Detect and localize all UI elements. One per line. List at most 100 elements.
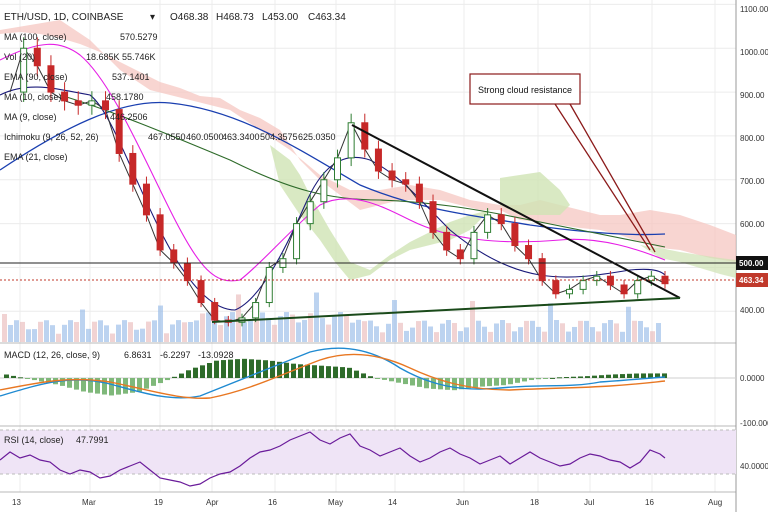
- macd-hist-bar: [627, 373, 632, 378]
- candle-body: [306, 201, 314, 225]
- tick-400: 400.00: [740, 306, 765, 315]
- candle-body: [565, 288, 573, 295]
- macd-hist-bar: [109, 378, 114, 396]
- macd-hist-bar: [39, 378, 44, 382]
- macd-hist-bar: [319, 365, 324, 378]
- macd-hist-bar: [277, 361, 282, 378]
- macd-hist-bar: [95, 378, 100, 394]
- volume-bar: [620, 331, 625, 342]
- candle-body: [156, 214, 164, 251]
- candle-body: [634, 280, 642, 295]
- macd-hist-bar: [172, 376, 177, 378]
- macd-hist-bar: [144, 378, 149, 389]
- descending-trendline: [351, 124, 681, 299]
- volume-bar: [200, 313, 205, 342]
- volume-bar: [206, 312, 211, 342]
- volume-bar: [260, 312, 265, 342]
- volume-bar: [62, 324, 67, 342]
- ma100-value: 570.5279: [120, 32, 158, 42]
- macd-hist-bar: [11, 375, 16, 378]
- volume-bar: [518, 327, 523, 342]
- indicator-legend: MA (100, close) 570.5279 Vol (20) 18.685…: [4, 32, 336, 162]
- macd-hist-bar: [529, 378, 534, 381]
- caret-icon[interactable]: ▾: [150, 12, 155, 23]
- candle-body: [170, 249, 178, 264]
- volume-bar: [104, 325, 109, 342]
- volume-bar: [158, 305, 163, 342]
- macd-hist-bar: [424, 378, 429, 389]
- macd-hist-bar: [151, 378, 156, 386]
- macd-hist-bar: [564, 377, 569, 379]
- tick-800: 800.00: [740, 134, 765, 143]
- volume-bar: [548, 303, 553, 342]
- volume-bar: [2, 314, 7, 342]
- ichimoku-v5: 625.0350: [298, 132, 336, 142]
- macd-hist-bar: [305, 364, 310, 378]
- volume-bar: [80, 309, 85, 342]
- volume-bar: [644, 327, 649, 342]
- rsi-value: 47.7991: [76, 435, 109, 445]
- volume-bar: [38, 321, 43, 342]
- volume-bar: [74, 322, 79, 342]
- x-tick-16: 16: [268, 498, 277, 507]
- vol-label: Vol (20): [4, 52, 35, 62]
- ichimoku-v2: 460.0500: [186, 132, 224, 142]
- macd-hist-bar: [599, 375, 604, 378]
- macd-hist-bar: [186, 370, 191, 378]
- volume-bar: [380, 332, 385, 342]
- candle-body: [293, 223, 301, 260]
- annotation-text: Strong cloud resistance: [478, 85, 572, 95]
- volume-bar: [416, 321, 421, 342]
- volume-bar: [128, 322, 133, 342]
- volume-bar: [320, 318, 325, 342]
- macd-hist-bar: [88, 378, 93, 393]
- macd-hist-bar: [284, 362, 289, 378]
- candle-body: [252, 302, 260, 319]
- volume-bar: [398, 322, 403, 342]
- volume-bar: [110, 333, 115, 342]
- macd-hist-bar: [81, 378, 86, 392]
- volume-bar: [638, 320, 643, 342]
- volume-bar: [284, 312, 289, 342]
- volume-bars: [2, 292, 661, 342]
- ema-90-line: [59, 94, 666, 248]
- volume-bar: [560, 323, 565, 342]
- x-tick-14: 14: [388, 498, 397, 507]
- volume-bar: [224, 316, 229, 342]
- ichimoku-v1: 467.0550: [148, 132, 186, 142]
- ma100-label: MA (100, close): [4, 32, 67, 42]
- macd-hist-bar: [18, 377, 23, 379]
- tick-900: 900.00: [740, 91, 765, 100]
- tick-1100: 1100.00: [740, 5, 768, 14]
- macd-hist-bar: [60, 378, 65, 386]
- volume-bar: [272, 324, 277, 342]
- volume-bar: [188, 321, 193, 342]
- macd-line: [0, 347, 666, 399]
- volume-bar: [512, 331, 517, 342]
- volume-bar: [656, 323, 661, 342]
- candle-body: [88, 100, 96, 106]
- macd-hist-bar: [634, 373, 639, 378]
- candle-body: [374, 148, 382, 172]
- volume-bar: [344, 314, 349, 342]
- macd-hist-bar: [249, 359, 254, 378]
- candle-body: [511, 223, 519, 247]
- macd-hist-bar: [543, 378, 548, 379]
- volume-bar: [302, 320, 307, 342]
- macd-hist-bar: [361, 373, 366, 378]
- volume-bar: [374, 326, 379, 342]
- signal-value: -6.2297: [160, 350, 191, 360]
- macd-hist-bar: [221, 360, 226, 378]
- volume-bar: [278, 316, 283, 342]
- volume-bar: [242, 322, 247, 342]
- macd-hist-bar: [585, 376, 590, 378]
- volume-bar: [290, 314, 295, 342]
- ema90-value: 537.1401: [112, 72, 150, 82]
- volume-bar: [392, 300, 397, 342]
- candle-body: [620, 284, 628, 295]
- volume-bar: [230, 312, 235, 342]
- macd-hist-bar: [25, 378, 30, 379]
- macd-hist-bar: [67, 378, 72, 388]
- volume-bar: [362, 321, 367, 342]
